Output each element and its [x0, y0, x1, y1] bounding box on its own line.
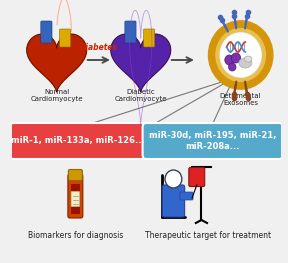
Ellipse shape — [245, 56, 252, 62]
FancyBboxPatch shape — [10, 123, 146, 159]
FancyBboxPatch shape — [41, 21, 52, 43]
Text: Normal
Cardiomyocyte: Normal Cardiomyocyte — [31, 89, 83, 102]
Bar — [71, 184, 80, 214]
Text: Diabetes: Diabetes — [80, 43, 118, 52]
Ellipse shape — [239, 58, 252, 68]
Text: Diabetic
Cardiomyocyte: Diabetic Cardiomyocyte — [115, 89, 167, 102]
Text: Detrimental
Exosomes: Detrimental Exosomes — [220, 93, 262, 106]
Circle shape — [231, 53, 241, 63]
Circle shape — [225, 55, 234, 65]
FancyBboxPatch shape — [60, 29, 71, 47]
FancyBboxPatch shape — [71, 191, 79, 206]
FancyBboxPatch shape — [189, 168, 205, 186]
Circle shape — [205, 17, 276, 93]
Circle shape — [228, 63, 236, 71]
FancyBboxPatch shape — [180, 192, 193, 200]
FancyBboxPatch shape — [68, 174, 83, 218]
FancyBboxPatch shape — [68, 169, 82, 180]
FancyBboxPatch shape — [143, 123, 283, 159]
Polygon shape — [111, 34, 170, 92]
Text: miR-30d, miR-195, miR-21,
miR-208a...: miR-30d, miR-195, miR-21, miR-208a... — [149, 131, 276, 151]
FancyBboxPatch shape — [143, 29, 155, 47]
Text: miR-1, miR-133a, miR-126...: miR-1, miR-133a, miR-126... — [11, 136, 145, 145]
Polygon shape — [27, 34, 87, 92]
Circle shape — [165, 170, 182, 188]
Text: Biomarkers for diagnosis: Biomarkers for diagnosis — [28, 230, 123, 240]
FancyBboxPatch shape — [162, 185, 185, 217]
Circle shape — [220, 33, 261, 77]
Text: Therapeutic target for treatment: Therapeutic target for treatment — [145, 230, 271, 240]
FancyBboxPatch shape — [125, 21, 136, 43]
